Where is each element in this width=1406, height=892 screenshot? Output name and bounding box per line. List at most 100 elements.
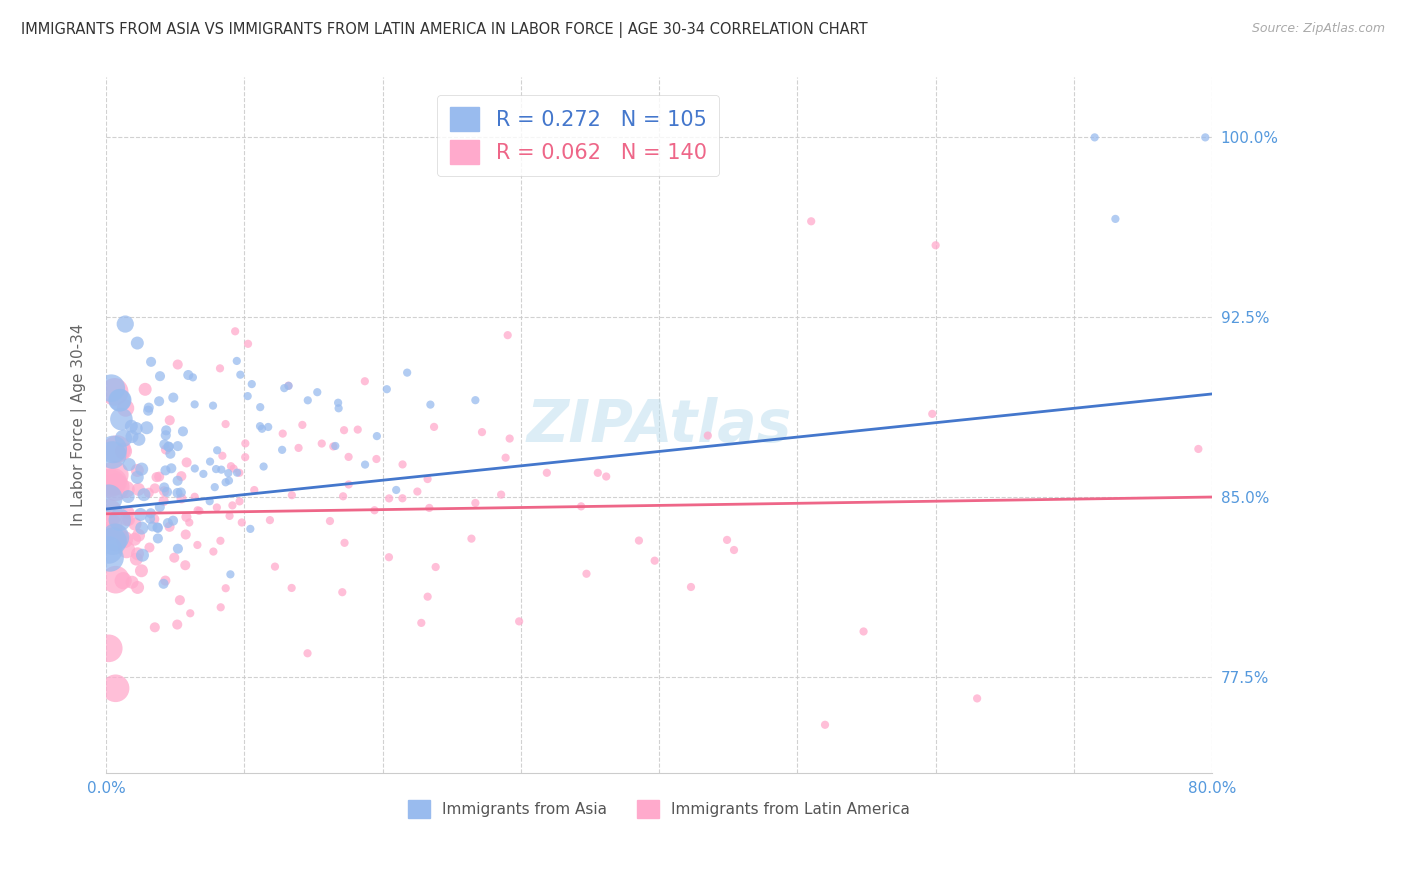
- Point: [277, 378, 299, 392]
- Point: [228, 494, 250, 508]
- Point: [131, 521, 153, 535]
- Point: [353, 374, 375, 388]
- Point: [198, 494, 221, 508]
- Point: [219, 567, 242, 582]
- Point: [139, 512, 162, 526]
- Point: [162, 391, 184, 405]
- Point: [259, 513, 281, 527]
- Point: [127, 336, 149, 351]
- Point: [250, 422, 273, 436]
- Point: [152, 494, 174, 508]
- Point: [297, 393, 319, 408]
- Point: [159, 447, 181, 461]
- Point: [644, 554, 666, 568]
- Point: [117, 490, 139, 504]
- Point: [814, 718, 837, 732]
- Point: [170, 491, 193, 506]
- Point: [127, 463, 149, 477]
- Point: [208, 361, 231, 376]
- Text: ZIPAtlas: ZIPAtlas: [526, 397, 792, 454]
- Point: [127, 581, 149, 595]
- Point: [418, 500, 440, 515]
- Point: [166, 486, 188, 500]
- Point: [966, 691, 988, 706]
- Point: [337, 450, 360, 464]
- Point: [264, 559, 287, 574]
- Point: [143, 620, 166, 634]
- Point: [110, 393, 132, 408]
- Point: [233, 450, 256, 465]
- Point: [125, 552, 148, 566]
- Point: [214, 417, 236, 431]
- Point: [419, 398, 441, 412]
- Point: [104, 467, 127, 482]
- Point: [211, 449, 233, 463]
- Point: [423, 420, 446, 434]
- Point: [221, 499, 243, 513]
- Point: [204, 480, 226, 494]
- Point: [333, 423, 356, 437]
- Point: [157, 440, 180, 454]
- Point: [416, 590, 439, 604]
- Point: [179, 516, 201, 530]
- Point: [97, 506, 120, 520]
- Point: [311, 436, 333, 450]
- Point: [716, 533, 738, 547]
- Point: [495, 450, 517, 465]
- Point: [105, 442, 128, 456]
- Point: [108, 393, 131, 408]
- Point: [391, 491, 413, 506]
- Point: [1194, 130, 1216, 145]
- Point: [155, 428, 177, 442]
- Point: [139, 506, 162, 520]
- Point: [97, 542, 120, 557]
- Point: [136, 403, 159, 417]
- Point: [209, 600, 232, 615]
- Point: [114, 317, 136, 331]
- Point: [112, 574, 135, 588]
- Point: [131, 564, 153, 578]
- Point: [240, 377, 263, 392]
- Point: [127, 483, 149, 497]
- Point: [209, 533, 232, 548]
- Point: [391, 458, 413, 472]
- Point: [322, 439, 344, 453]
- Point: [134, 382, 156, 396]
- Point: [100, 381, 122, 395]
- Point: [696, 428, 718, 442]
- Point: [170, 469, 193, 483]
- Point: [120, 419, 142, 434]
- Point: [174, 527, 197, 541]
- Point: [159, 413, 181, 427]
- Point: [124, 533, 146, 547]
- Point: [219, 459, 242, 474]
- Point: [112, 444, 135, 458]
- Point: [174, 558, 197, 573]
- Point: [228, 466, 250, 480]
- Point: [148, 394, 170, 409]
- Point: [129, 508, 152, 522]
- Point: [97, 519, 120, 533]
- Y-axis label: In Labor Force | Age 30-34: In Labor Force | Age 30-34: [72, 324, 87, 526]
- Point: [330, 585, 353, 599]
- Point: [157, 440, 180, 454]
- Point: [595, 469, 617, 483]
- Point: [1084, 130, 1107, 145]
- Point: [215, 581, 238, 595]
- Point: [354, 458, 377, 472]
- Point: [138, 401, 160, 415]
- Point: [363, 503, 385, 517]
- Point: [186, 538, 208, 552]
- Point: [108, 513, 131, 527]
- Point: [575, 566, 598, 581]
- Point: [249, 419, 271, 434]
- Point: [202, 544, 225, 558]
- Point: [101, 448, 124, 462]
- Point: [148, 469, 170, 483]
- Point: [187, 503, 209, 517]
- Point: [319, 514, 342, 528]
- Point: [166, 358, 188, 372]
- Point: [146, 532, 169, 546]
- Point: [326, 396, 349, 410]
- Point: [183, 490, 205, 504]
